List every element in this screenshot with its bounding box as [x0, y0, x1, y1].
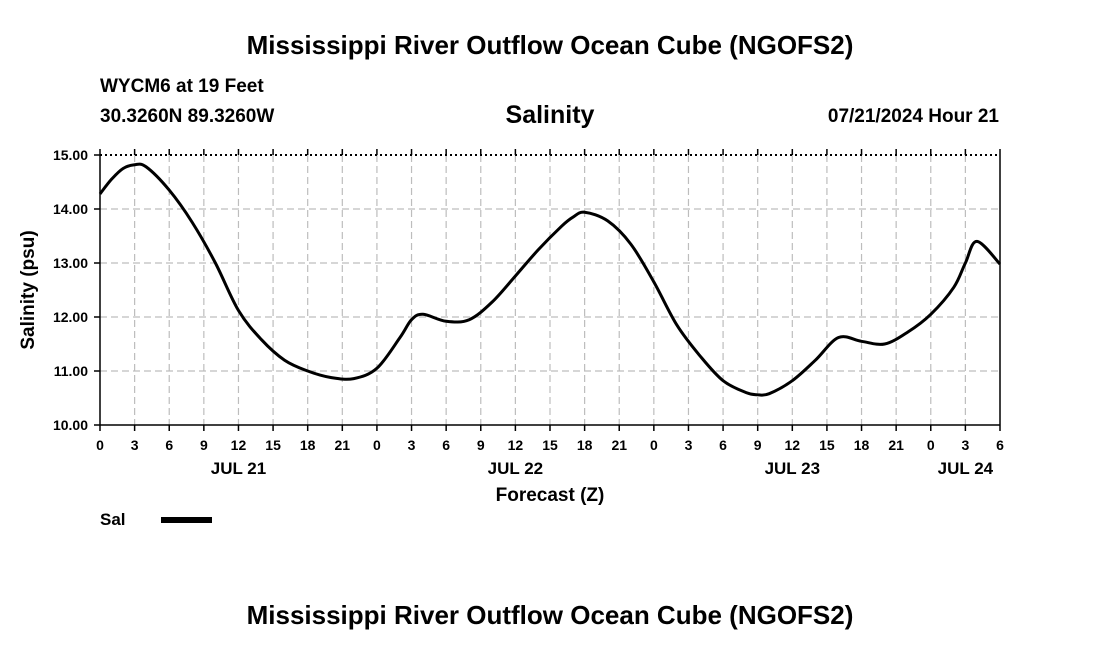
- x-tick-label: 15: [542, 437, 558, 453]
- coordinates-label: 30.3260N 89.3260W: [100, 106, 275, 127]
- x-tick-label: 6: [719, 437, 727, 453]
- y-tick-label: 15.00: [53, 147, 88, 163]
- y-tick-label: 11.00: [54, 363, 88, 379]
- footer-title: Mississippi River Outflow Ocean Cube (NG…: [246, 600, 854, 630]
- x-tick-label: 21: [888, 437, 904, 453]
- y-tick-label: 13.00: [53, 255, 88, 271]
- page-title: Mississippi River Outflow Ocean Cube (NG…: [246, 30, 854, 60]
- x-tick-label: 6: [165, 437, 173, 453]
- x-tick-label: 15: [819, 437, 835, 453]
- x-tick-label: 12: [785, 437, 801, 453]
- x-tick-label: 12: [508, 437, 524, 453]
- day-label: JUL 22: [488, 459, 543, 478]
- x-tick-label: 0: [650, 437, 658, 453]
- x-axis-title: Forecast (Z): [496, 485, 605, 506]
- x-tick-label: 21: [335, 437, 351, 453]
- series-line-sal: [98, 162, 1002, 397]
- legend-swatch: [161, 517, 212, 523]
- day-label: JUL 24: [938, 459, 994, 478]
- day-label: JUL 23: [765, 459, 820, 478]
- x-tick-label: 3: [408, 437, 416, 453]
- y-tick-label: 10.00: [53, 417, 88, 433]
- x-tick-label: 18: [300, 437, 316, 453]
- x-tick-label: 6: [442, 437, 450, 453]
- x-tick-label: 21: [611, 437, 627, 453]
- x-tick-label: 0: [373, 437, 381, 453]
- forecast-datetime: 07/21/2024 Hour 21: [827, 106, 999, 127]
- x-tick-label: 18: [577, 437, 593, 453]
- chart-title: Salinity: [505, 101, 595, 129]
- x-tick-label: 9: [477, 437, 485, 453]
- y-axis-title: Salinity (psu): [18, 230, 39, 349]
- x-tick-label: 12: [231, 437, 247, 453]
- day-label: JUL 21: [211, 459, 266, 478]
- x-tick-label: 0: [927, 437, 935, 453]
- x-tick-label: 0: [96, 437, 104, 453]
- x-tick-label: 6: [996, 437, 1004, 453]
- x-tick-label: 18: [854, 437, 870, 453]
- x-tick-label: 9: [200, 437, 208, 453]
- x-tick-label: 15: [265, 437, 281, 453]
- station-label: WYCM6 at 19 Feet: [100, 76, 264, 97]
- legend-label: Sal: [100, 510, 126, 529]
- y-tick-label: 14.00: [53, 201, 88, 217]
- x-tick-label: 9: [754, 437, 762, 453]
- x-tick-label: 3: [961, 437, 969, 453]
- y-tick-label: 12.00: [53, 309, 88, 325]
- x-tick-label: 3: [685, 437, 693, 453]
- x-tick-label: 3: [131, 437, 139, 453]
